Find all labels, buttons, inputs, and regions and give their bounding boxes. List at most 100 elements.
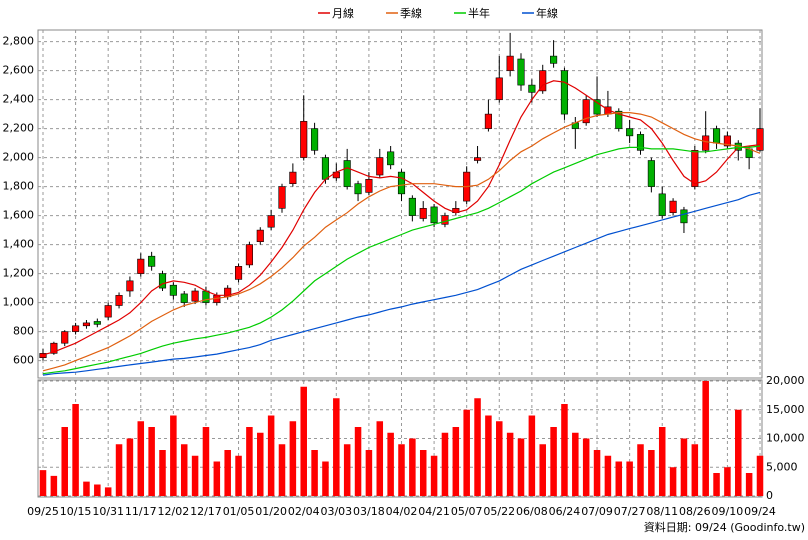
candle-body (289, 171, 297, 185)
candle-body (615, 110, 623, 129)
volume-bar (376, 421, 384, 496)
volume-bar (615, 461, 623, 496)
x-tick-label: 05/07 (451, 505, 483, 518)
volume-bar (365, 450, 373, 496)
volume-bar (333, 398, 340, 496)
candle-body (93, 321, 101, 325)
x-tick-label: 10/31 (92, 505, 124, 518)
volume-tick-label: 0 (766, 489, 773, 502)
y-tick-label: 1,800 (3, 180, 35, 193)
volume-bar (702, 381, 709, 496)
volume-bar (680, 438, 688, 496)
volume-bar (191, 455, 199, 496)
volume-bar (246, 427, 253, 496)
y-tick-label: 2,200 (3, 122, 35, 135)
volume-bar (180, 444, 188, 496)
legend-label: 年線 (536, 6, 558, 20)
candle-body (430, 206, 438, 224)
x-tick-label: 09/10 (712, 505, 744, 518)
candle-body (484, 113, 492, 129)
volume-bar (691, 444, 699, 496)
volume-bar (756, 455, 764, 496)
candle-body (419, 208, 427, 219)
legend-label: 季線 (400, 6, 422, 20)
volume-bar (224, 450, 231, 496)
candle-body (626, 128, 634, 137)
x-tick-label: 10/15 (60, 505, 92, 518)
candle-body (234, 266, 243, 280)
x-tick-label: 09/24 (744, 505, 776, 518)
candle-body (495, 77, 503, 100)
ma-line (42, 145, 761, 375)
candle-body (115, 295, 123, 306)
volume-bar (278, 444, 286, 496)
candle-body (593, 99, 601, 115)
candle-body (61, 331, 69, 344)
volume-bar (528, 415, 536, 496)
x-tick-label: 08/11 (646, 505, 678, 518)
volume-bar (648, 450, 655, 496)
candle-body (72, 325, 80, 332)
volume-bar (311, 450, 318, 496)
y-tick-label: 2,600 (3, 64, 35, 77)
candle-body (148, 255, 156, 267)
y-tick-label: 2,400 (3, 93, 35, 106)
candle-body (343, 160, 351, 187)
x-tick-label: 12/02 (158, 505, 190, 518)
candle-body (311, 128, 319, 151)
candle-body (680, 209, 688, 224)
candle-body (560, 70, 569, 115)
volume-bar (419, 450, 427, 496)
volume-bar (724, 467, 731, 496)
volume-tick-label: 10,000 (766, 432, 805, 445)
volume-bar (637, 444, 644, 496)
candle-body (158, 273, 167, 289)
candle-body (539, 70, 547, 92)
volume-bar (572, 432, 579, 496)
candle-body (321, 157, 330, 180)
volume-tick-label: 5,000 (766, 460, 798, 473)
volume-bar (387, 432, 394, 496)
volume-bar (170, 415, 177, 496)
candle-body (702, 135, 710, 151)
x-tick-label: 04/02 (386, 505, 418, 518)
price-panel (37, 29, 763, 379)
candle-body (104, 305, 112, 318)
x-tick-label: 12/17 (190, 505, 222, 518)
candle-body (137, 258, 145, 274)
x-tick-label: 07/09 (581, 505, 613, 518)
x-tick-label: 09/25 (27, 505, 59, 518)
volume-bar (257, 432, 264, 496)
candle-body (300, 121, 308, 158)
candle-body (441, 215, 449, 225)
candle-body (691, 150, 699, 187)
volume-bar (322, 461, 329, 496)
volume-bar (561, 404, 568, 496)
candle-body (50, 342, 58, 354)
candle-body (354, 183, 362, 195)
volume-bar (496, 421, 503, 496)
ma-line (42, 112, 761, 372)
volume-bar (713, 473, 720, 496)
candle-body (473, 157, 482, 161)
x-tick-label: 01/20 (255, 505, 287, 518)
candle-body (658, 193, 666, 216)
volume-bar (604, 455, 612, 496)
volume-bar (39, 470, 47, 496)
ma-line (42, 80, 761, 356)
candle-body (169, 284, 177, 296)
volume-bar (463, 409, 470, 496)
y-tick-label: 1,200 (3, 267, 35, 280)
volume-bar (104, 487, 112, 496)
volume-bar (485, 415, 492, 496)
volume-bar (409, 438, 416, 496)
y-tick-label: 1,400 (3, 238, 35, 251)
candle-body (647, 160, 655, 187)
y-tick-label: 2,800 (3, 35, 35, 48)
candle-body (528, 84, 536, 93)
x-tick-label: 06/08 (516, 505, 548, 518)
volume-bar (474, 398, 481, 496)
volume-bar (593, 450, 601, 496)
candle-body (191, 290, 199, 302)
volume-bar (452, 427, 460, 496)
